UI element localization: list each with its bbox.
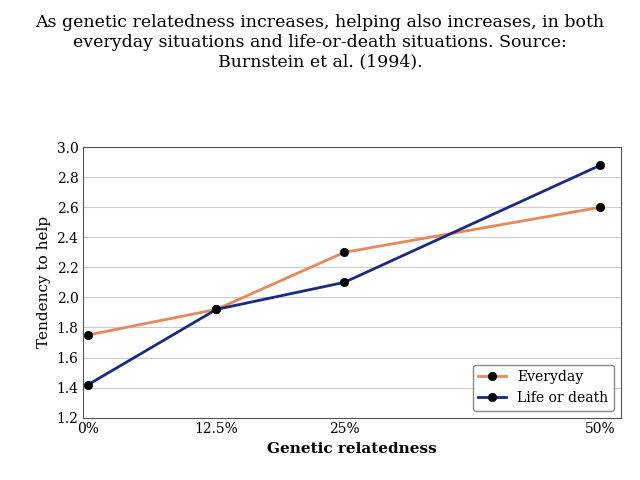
Everyday [340, 250, 348, 255]
Text: As genetic relatedness increases, helping also increases, in both
everyday situa: As genetic relatedness increases, helpin… [35, 14, 605, 71]
Y-axis label: Tendency to help: Tendency to help [36, 216, 51, 348]
Line: Life or death: Life or death [84, 161, 605, 389]
Life or death [596, 162, 604, 168]
Life or death [212, 307, 220, 312]
Legend: Everyday, Life or death: Everyday, Life or death [473, 365, 614, 411]
Everyday [596, 204, 604, 210]
Life or death [340, 279, 348, 285]
Everyday [84, 332, 92, 338]
X-axis label: Genetic relatedness: Genetic relatedness [267, 442, 437, 456]
Everyday [212, 307, 220, 312]
Line: Everyday: Everyday [84, 203, 605, 339]
Life or death [84, 382, 92, 387]
